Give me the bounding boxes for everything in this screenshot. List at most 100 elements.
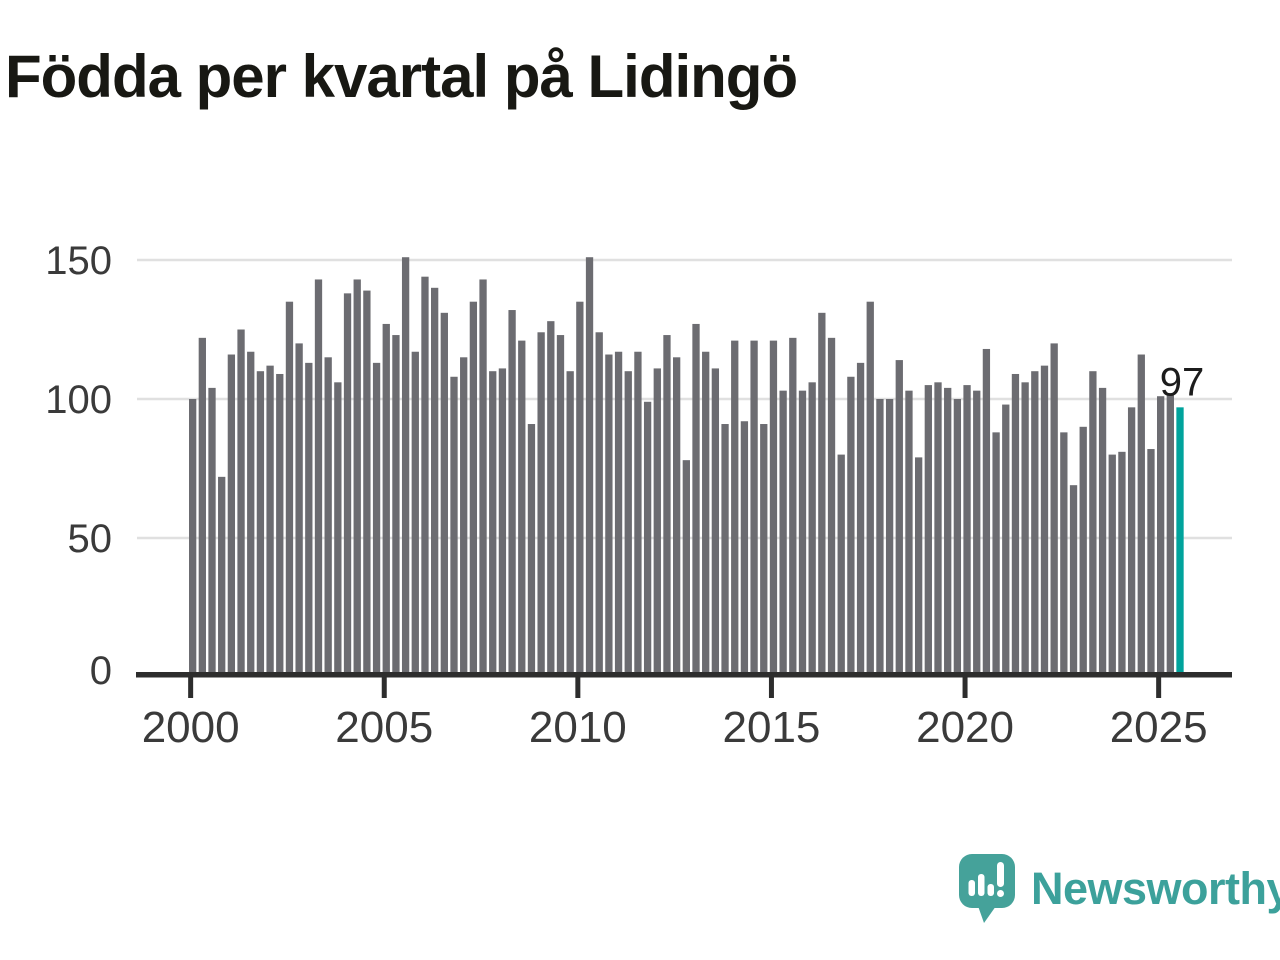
bar bbox=[372, 362, 381, 677]
bar bbox=[401, 257, 410, 677]
bar bbox=[837, 454, 845, 677]
bar bbox=[527, 424, 536, 677]
x-tick-label: 2020 bbox=[916, 703, 1014, 752]
bar bbox=[324, 357, 332, 677]
bar bbox=[1108, 454, 1116, 677]
x-tick-label: 2010 bbox=[529, 703, 627, 752]
bar bbox=[740, 421, 749, 677]
bar bbox=[944, 387, 952, 677]
x-tick bbox=[575, 677, 581, 698]
bar bbox=[353, 279, 361, 677]
bar bbox=[856, 362, 865, 677]
x-tick bbox=[188, 677, 194, 698]
bar bbox=[547, 321, 555, 677]
bar bbox=[334, 382, 342, 677]
bar bbox=[508, 310, 516, 677]
bar bbox=[498, 368, 507, 677]
bar bbox=[392, 335, 400, 677]
bar bbox=[595, 332, 603, 677]
x-tick bbox=[1156, 677, 1162, 698]
bar bbox=[1079, 426, 1087, 677]
bar bbox=[295, 343, 303, 677]
bar bbox=[266, 365, 274, 677]
bar bbox=[1157, 396, 1165, 677]
bar bbox=[702, 351, 710, 677]
x-tick-label: 2000 bbox=[142, 703, 240, 752]
bar bbox=[1089, 371, 1097, 677]
bar bbox=[431, 287, 439, 677]
bar bbox=[789, 337, 797, 677]
bar bbox=[808, 382, 816, 677]
bar bbox=[314, 279, 323, 677]
bar bbox=[731, 340, 739, 677]
x-tick-label: 2025 bbox=[1110, 703, 1208, 752]
bar bbox=[450, 376, 458, 677]
bar bbox=[1118, 451, 1126, 677]
gridline bbox=[137, 397, 1232, 401]
bar bbox=[1011, 373, 1020, 677]
bar bbox=[885, 399, 894, 677]
y-tick-label: 150 bbox=[45, 239, 112, 283]
highlight-value-label: 97 bbox=[1160, 360, 1205, 404]
bar bbox=[924, 385, 932, 677]
bar bbox=[566, 371, 574, 677]
bar bbox=[276, 373, 284, 677]
bar bbox=[189, 399, 197, 677]
bar bbox=[479, 279, 487, 677]
bar bbox=[1060, 432, 1068, 677]
bar bbox=[934, 382, 942, 677]
bar bbox=[1069, 485, 1078, 677]
bar bbox=[769, 340, 778, 677]
bar bbox=[634, 351, 642, 677]
bar bbox=[460, 357, 468, 677]
bar bbox=[1127, 407, 1136, 677]
bar bbox=[285, 301, 294, 677]
bar bbox=[440, 312, 448, 677]
bar bbox=[382, 323, 390, 677]
bar bbox=[237, 329, 245, 677]
bar bbox=[711, 368, 720, 677]
gridline bbox=[137, 258, 1232, 262]
bar bbox=[1166, 393, 1174, 677]
bar bbox=[653, 368, 661, 677]
bar bbox=[721, 424, 729, 677]
x-tick-label: 2005 bbox=[335, 703, 433, 752]
newsworthy-logo: Newsworthy bbox=[958, 853, 1280, 925]
bar bbox=[1021, 382, 1029, 677]
bar bbox=[624, 371, 632, 677]
bar bbox=[1002, 404, 1010, 677]
x-tick bbox=[768, 677, 774, 698]
bar bbox=[518, 340, 526, 677]
bar bbox=[673, 357, 681, 677]
newsworthy-wordmark: Newsworthy bbox=[1031, 863, 1280, 914]
bar bbox=[750, 340, 758, 677]
bar bbox=[876, 399, 884, 677]
y-tick-label: 0 bbox=[90, 649, 112, 693]
bar bbox=[915, 457, 923, 677]
bar bbox=[663, 335, 671, 677]
bar bbox=[682, 460, 690, 677]
newsworthy-bubble-chart-icon bbox=[959, 854, 1015, 923]
bar bbox=[847, 376, 855, 677]
bar bbox=[421, 276, 429, 677]
bar bbox=[198, 337, 206, 677]
bar bbox=[1040, 365, 1049, 677]
x-tick-label: 2015 bbox=[723, 703, 821, 752]
bar bbox=[537, 332, 545, 677]
bar bbox=[779, 390, 787, 677]
bar bbox=[866, 301, 874, 677]
bar bbox=[963, 385, 971, 677]
bar bbox=[895, 360, 903, 677]
page-title: Födda per kvartal på Lidingö bbox=[5, 43, 798, 110]
bar bbox=[305, 362, 313, 677]
y-tick-label: 50 bbox=[68, 517, 113, 561]
bar bbox=[343, 293, 352, 677]
bar bbox=[973, 390, 981, 677]
bar bbox=[1050, 343, 1058, 677]
bar bbox=[576, 301, 584, 677]
bar bbox=[227, 354, 236, 677]
bar bbox=[982, 348, 991, 677]
bar bbox=[585, 257, 594, 677]
bar bbox=[798, 390, 807, 677]
bar bbox=[905, 390, 913, 677]
